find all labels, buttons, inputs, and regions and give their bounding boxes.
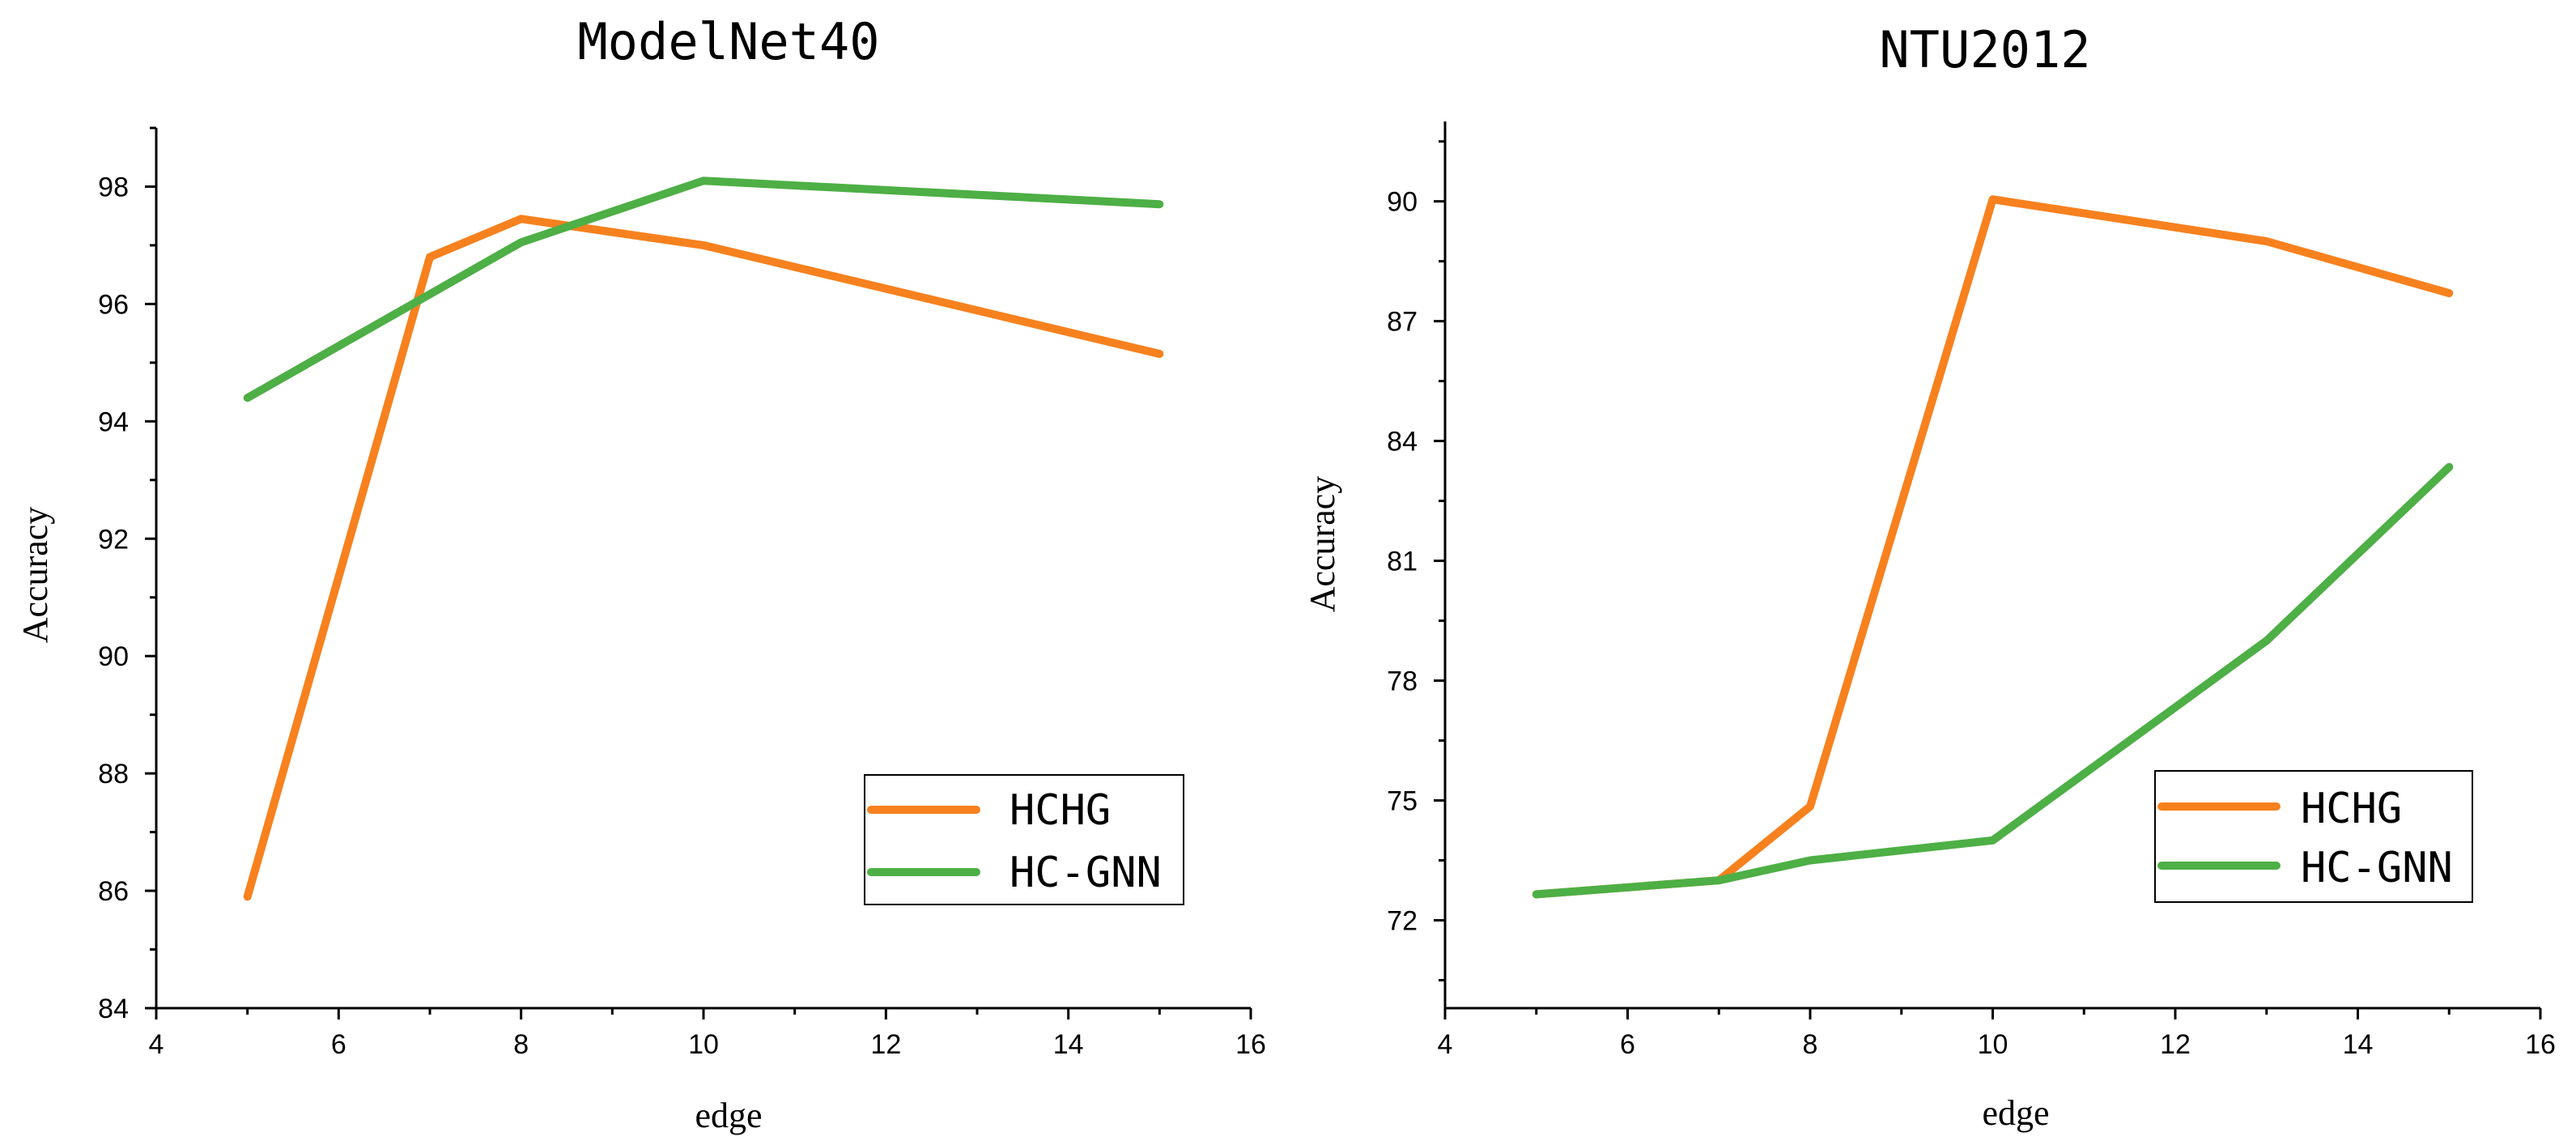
y-tick-label: 84 <box>1387 427 1418 458</box>
y-tick-label: 88 <box>98 759 129 790</box>
x-tick-label: 6 <box>1620 1029 1635 1060</box>
x-tick-label: 16 <box>1235 1029 1266 1060</box>
legend <box>864 774 1184 905</box>
y-axis-title: Accuracy <box>1303 476 1342 613</box>
y-tick-label: 81 <box>1387 547 1418 577</box>
chart-title: NTU2012 <box>1879 20 2090 79</box>
series-line-hchg <box>243 215 1164 901</box>
y-tick-label: 94 <box>98 406 129 437</box>
x-tick-label: 12 <box>870 1029 901 1060</box>
x-tick-label: 4 <box>1438 1029 1453 1060</box>
y-tick-label: 98 <box>98 172 129 202</box>
x-tick-label: 10 <box>688 1029 719 1060</box>
y-tick-label: 92 <box>98 524 129 555</box>
x-tick-label: 10 <box>1978 1029 2009 1060</box>
chart-title: ModelNet40 <box>577 12 879 71</box>
x-tick-label: 4 <box>149 1029 164 1060</box>
y-tick-label: 86 <box>98 876 129 907</box>
chart-modelnet40: ModelNet40 edge Accuracy 4 6 8 10 12 14 16 84 86… <box>15 12 1266 1135</box>
series-line-hc-gnn <box>1532 462 2454 899</box>
legend-label-hc-gnn: HC-GNN <box>1010 849 1162 897</box>
y-tick-label: 87 <box>1387 307 1418 338</box>
legend-label-hchg: HCHG <box>1010 786 1111 835</box>
y-tick-label: 84 <box>98 994 129 1024</box>
legend-label-hchg: HCHG <box>2301 785 2402 833</box>
x-tick-label: 8 <box>1803 1029 1818 1060</box>
chart-ntu2012: NTU2012 edge Accuracy 4 6 8 10 12 14 16 72 75 78 8… <box>1303 20 2556 1133</box>
x-tick-label: 6 <box>331 1029 346 1060</box>
x-tick-label: 14 <box>2343 1029 2374 1060</box>
y-tick-label: 90 <box>98 641 129 672</box>
x-tick-label: 16 <box>2525 1029 2556 1060</box>
x-tick-label: 14 <box>1053 1029 1084 1060</box>
y-tick-label: 75 <box>1387 786 1418 817</box>
y-tick-label: 90 <box>1387 187 1418 218</box>
y-tick-label: 78 <box>1387 666 1418 697</box>
y-tick-label: 72 <box>1387 905 1418 936</box>
y-tick-label: 96 <box>98 289 129 320</box>
y-axis-title: Accuracy <box>15 507 55 644</box>
x-axis-title: edge <box>695 1096 762 1135</box>
legend <box>2154 770 2473 903</box>
x-tick-label: 8 <box>513 1029 529 1060</box>
legend-label-hc-gnn: HC-GNN <box>2301 844 2453 892</box>
x-tick-label: 12 <box>2160 1029 2191 1060</box>
series-line-hc-gnn <box>243 177 1164 402</box>
x-axis-title: edge <box>1982 1093 2049 1133</box>
